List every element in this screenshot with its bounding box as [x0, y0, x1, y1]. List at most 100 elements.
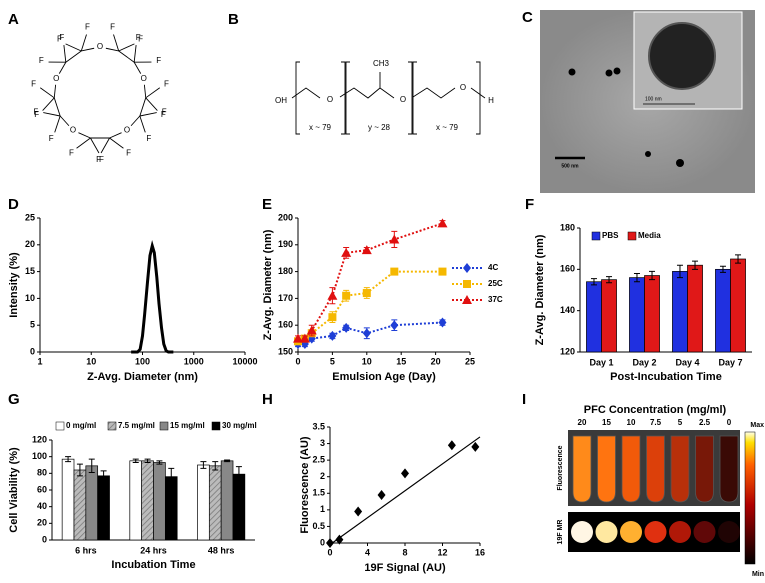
atom-label: F [49, 134, 54, 143]
bond [54, 115, 61, 133]
x-axis-title: Incubation Time [111, 559, 195, 571]
atom-label: F [161, 110, 166, 119]
error-bar [200, 461, 207, 469]
bond [143, 84, 147, 98]
marker [328, 313, 337, 322]
bar [672, 271, 688, 353]
bond [118, 50, 135, 63]
bond [78, 132, 91, 139]
atom-label: F [146, 134, 151, 143]
bond [133, 45, 137, 63]
y-tick-label: 2.5 [312, 455, 325, 465]
marker [362, 328, 371, 339]
y-tick-label: 180 [560, 222, 575, 232]
y-tick-label: 15 [25, 266, 35, 276]
bar [208, 465, 222, 541]
atom-label: O [70, 125, 76, 134]
bond [42, 97, 55, 111]
atom-label: O [141, 74, 147, 83]
marker [463, 280, 471, 288]
marker [377, 489, 386, 500]
tube [597, 435, 616, 503]
atom-label: F [164, 80, 169, 89]
x-tick-label: 1 [37, 356, 42, 366]
error-bar [649, 270, 656, 281]
panel-label: H [262, 391, 273, 408]
y-tick-label: 180 [278, 266, 293, 276]
x-tick-label: 15 [396, 356, 406, 366]
atom-label: O [460, 83, 466, 92]
series-line [297, 270, 443, 343]
marker [335, 534, 344, 545]
y-tick-label: 5 [30, 320, 35, 330]
atom-label: O [97, 42, 103, 51]
y-tick-label: 0 [30, 346, 35, 356]
legend-swatch [627, 231, 637, 241]
error-bar [735, 254, 742, 264]
bond [109, 137, 124, 149]
panel-label: D [8, 196, 19, 213]
atom-label: F [57, 35, 62, 44]
atom-label: F [31, 80, 36, 89]
y-axis-title: Cell Viability (%) [8, 447, 20, 533]
marker [354, 506, 363, 517]
atom-label: H [488, 96, 494, 105]
bond [145, 87, 161, 99]
marker [390, 320, 399, 331]
atom-label: F [136, 33, 141, 42]
mr-spot [718, 521, 740, 543]
bar [629, 277, 645, 353]
bar [197, 464, 210, 541]
bar [730, 258, 746, 353]
bar [129, 460, 143, 541]
bond [118, 43, 135, 52]
marker [299, 333, 310, 343]
atom-label: F [59, 33, 64, 42]
bar [61, 458, 75, 541]
error-bar [224, 459, 231, 463]
x-axis-title: Emulsion Age (Day) [332, 371, 436, 383]
bar [164, 476, 178, 541]
bond [53, 84, 57, 98]
atom-label: O [327, 95, 333, 104]
x-tick-label: 25 [465, 356, 475, 366]
y-tick-label: 0.5 [312, 521, 325, 531]
x-tick-label: Day 2 [632, 357, 656, 367]
y-axis-title: Z-Avg. Diameter (nm) [262, 229, 274, 340]
atom-label: F [85, 22, 90, 31]
x-tick-label: 1000 [184, 356, 204, 366]
y-tick-label: 150 [278, 346, 293, 356]
bond [80, 34, 87, 52]
concentration-label: 7.5 [650, 418, 662, 427]
tube [621, 435, 641, 503]
y-tick-label: 25 [25, 212, 35, 222]
y-axis-title: Z-Avg. Diameter (nm) [534, 234, 546, 345]
y-tick-label: 1 [320, 504, 325, 514]
legend-swatch [591, 231, 601, 241]
y-tick-label: 10 [25, 293, 35, 303]
marker [390, 267, 399, 276]
marker [342, 291, 351, 300]
bar [644, 275, 660, 353]
bar [97, 475, 110, 541]
bar [153, 462, 166, 541]
legend-swatch [211, 421, 221, 431]
x-tick-label: 10 [362, 356, 372, 366]
y-tick-label: 3.5 [312, 421, 325, 431]
marker [438, 267, 447, 276]
y-tick-label: 60 [37, 484, 47, 494]
error-bar [156, 460, 163, 465]
error-bar [235, 466, 242, 483]
x-tick-label: 48 hrs [208, 545, 235, 555]
atom-label: F [162, 107, 167, 116]
bond [65, 43, 82, 52]
marker [437, 218, 448, 228]
x-tick-label: 0 [327, 547, 332, 557]
inset-scale-label: 100 nm [645, 96, 662, 102]
x-tick-label: 5 [330, 356, 335, 366]
bond [65, 50, 82, 63]
legend-swatch [159, 421, 169, 431]
bond [109, 132, 122, 139]
marker [401, 468, 409, 479]
